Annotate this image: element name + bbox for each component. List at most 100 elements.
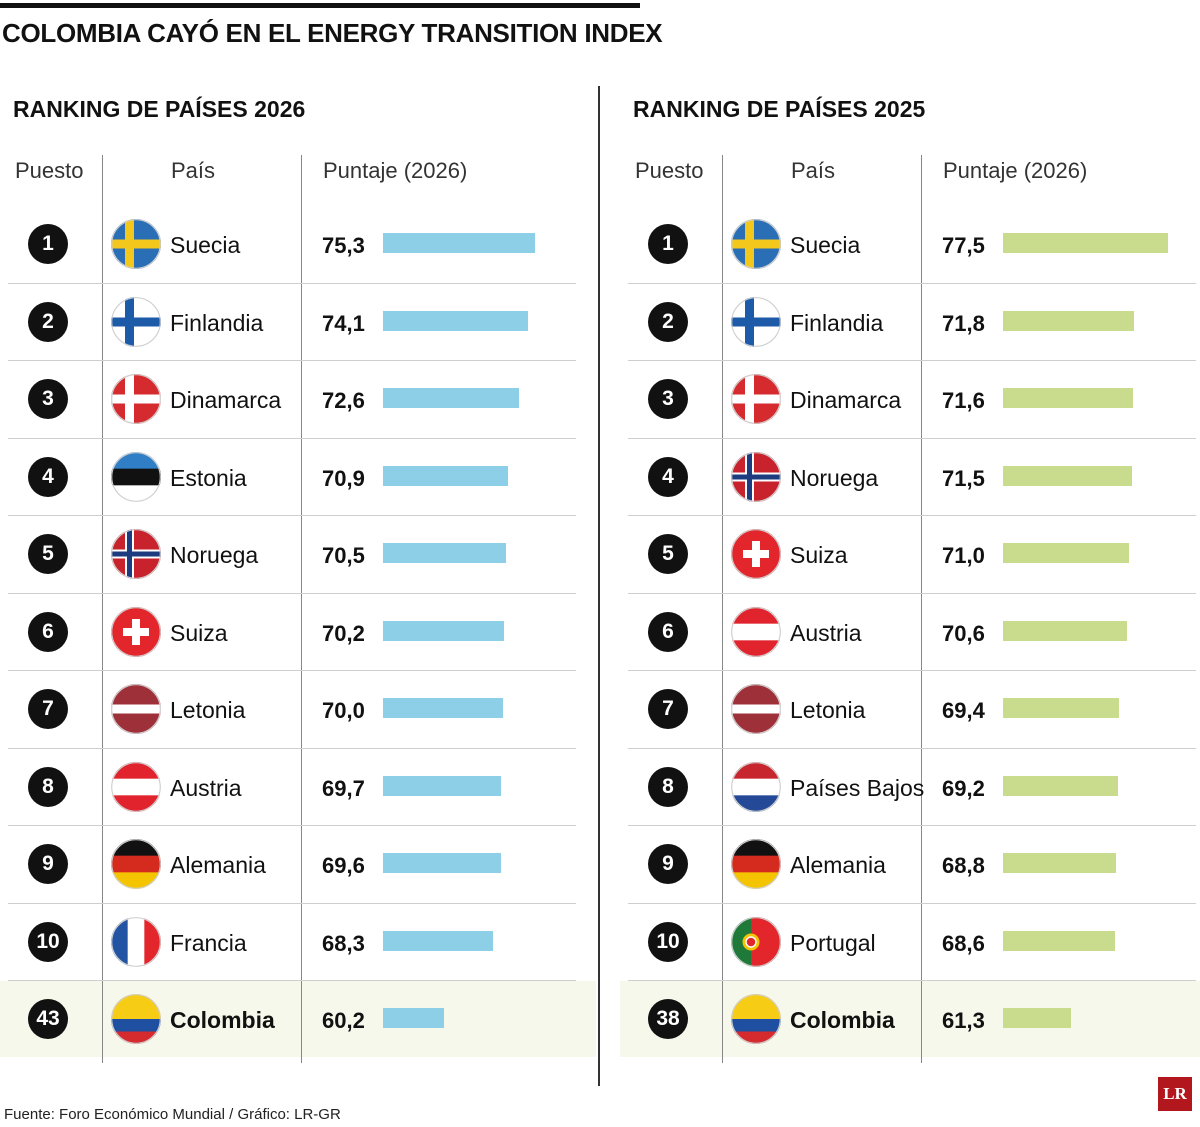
source-note: Fuente: Foro Económico Mundial / Gráfico… xyxy=(4,1106,341,1123)
austria-flag-icon xyxy=(111,761,161,812)
row-separator xyxy=(628,360,1196,361)
country-name: Portugal xyxy=(790,929,876,956)
column-divider xyxy=(102,155,103,1063)
title-rule xyxy=(0,3,640,8)
score-bar xyxy=(383,388,519,408)
germany-flag-icon xyxy=(731,839,781,889)
table-row: 6 Austria 70,6 xyxy=(620,593,1200,671)
score-label: 74,1 xyxy=(322,310,365,336)
table-row: 6 Suiza 70,2 xyxy=(0,593,600,671)
latvia-flag-icon xyxy=(731,684,781,734)
page-title: COLOMBIA CAYÓ EN EL ENERGY TRANSITION IN… xyxy=(2,18,663,48)
table-row: 2 Finlandia 74,1 xyxy=(0,283,600,361)
score-bar xyxy=(1003,543,1129,563)
score-label: 71,5 xyxy=(942,465,985,491)
score-bar xyxy=(383,620,505,641)
score-label: 75,3 xyxy=(322,233,365,258)
country-name: Finlandia xyxy=(790,309,884,336)
rank-badge: 10 xyxy=(28,921,68,962)
score-bar xyxy=(1003,310,1134,331)
score-label: 71,8 xyxy=(942,310,985,336)
rank-column-header: Puesto xyxy=(15,158,84,183)
rank-badge: 4 xyxy=(648,456,688,497)
table-row: 9 Alemania 69,6 xyxy=(0,825,600,903)
country-name: Colombia xyxy=(170,1007,275,1033)
column-divider xyxy=(722,155,723,1063)
latvia-flag-icon xyxy=(111,684,161,734)
score-label: 71,0 xyxy=(942,543,985,568)
row-separator xyxy=(628,825,1196,826)
score-label: 69,4 xyxy=(942,698,985,723)
rank-badge: 9 xyxy=(648,844,688,884)
rank-badge: 9 xyxy=(28,844,68,884)
row-separator xyxy=(628,747,1196,749)
table-row: 9 Alemania 68,8 xyxy=(620,825,1200,903)
score-label: 69,7 xyxy=(322,775,365,801)
score-column-header: Puntaje (2026) xyxy=(323,158,468,183)
rank-badge: 6 xyxy=(28,611,68,652)
score-label: 70,6 xyxy=(942,620,985,646)
portugal-flag-icon xyxy=(731,916,781,967)
table-row: 7 Letonia 70,0 xyxy=(0,670,600,748)
norway-flag-icon xyxy=(111,529,161,579)
country-name: Suecia xyxy=(170,232,241,258)
ranking-2026-panel: RANKING DE PAÍSES 2026 Puesto País Punta… xyxy=(0,0,600,1080)
country-name: Alemania xyxy=(170,852,266,878)
table-row: 4 Estonia 70,9 xyxy=(0,438,600,516)
table-row: 1 Suecia 75,3 xyxy=(0,205,600,283)
panel-divider xyxy=(598,86,600,1086)
rank-badge: 3 xyxy=(648,379,688,419)
table-row: 8 Países Bajos 69,2 xyxy=(620,748,1200,826)
row-separator xyxy=(8,437,576,439)
rank-badge: 5 xyxy=(648,534,688,574)
rank-badge: 2 xyxy=(28,301,68,342)
country-name: Noruega xyxy=(170,542,259,568)
row-separator xyxy=(8,980,576,981)
country-name: Suiza xyxy=(170,619,228,646)
norway-flag-icon xyxy=(731,451,781,502)
rank-badge: 2 xyxy=(648,301,688,342)
score-bar xyxy=(383,543,506,563)
row-separator xyxy=(8,282,576,284)
austria-flag-icon xyxy=(731,606,781,657)
row-separator xyxy=(628,515,1196,516)
table-row: 1 Suecia 77,5 xyxy=(620,205,1200,283)
score-label: 69,2 xyxy=(942,775,985,801)
finland-flag-icon xyxy=(731,296,781,347)
table-row: 2 Finlandia 71,8 xyxy=(620,283,1200,361)
score-bar xyxy=(383,465,509,486)
row-separator xyxy=(8,670,576,671)
country-name: Noruega xyxy=(790,464,879,491)
rank-badge: 10 xyxy=(648,921,688,962)
table-row: 5 Suiza 71,0 xyxy=(620,515,1200,593)
row-separator xyxy=(628,902,1196,904)
sweden-flag-icon xyxy=(111,219,161,269)
score-label: 70,5 xyxy=(322,543,365,568)
score-bar xyxy=(383,233,535,253)
highlight-row-background xyxy=(0,981,596,1057)
ranking-2025-panel: RANKING DE PAÍSES 2025 Puesto País Punta… xyxy=(620,0,1200,1080)
switzerland-flag-icon xyxy=(731,529,781,579)
table-row: 43 Colombia 60,2 xyxy=(0,980,600,1058)
column-divider xyxy=(301,155,302,1063)
row-separator xyxy=(628,980,1196,981)
row-separator xyxy=(8,825,576,826)
row-separator xyxy=(628,282,1196,284)
denmark-flag-icon xyxy=(731,374,781,424)
score-bar xyxy=(1003,698,1120,718)
table-row: 7 Letonia 69,4 xyxy=(620,670,1200,748)
score-label: 61,3 xyxy=(942,1008,985,1033)
score-label: 68,3 xyxy=(322,930,365,956)
rank-badge: 8 xyxy=(648,766,688,807)
score-label: 72,6 xyxy=(322,388,365,413)
germany-flag-icon xyxy=(111,839,161,889)
rank-badge: 4 xyxy=(28,456,68,497)
country-name: Colombia xyxy=(790,1007,895,1033)
score-column-header: Puntaje (2026) xyxy=(943,158,1088,183)
table-row: 3 Dinamarca 72,6 xyxy=(0,360,600,438)
ranking-2025-title: RANKING DE PAÍSES 2025 xyxy=(633,96,926,122)
column-divider xyxy=(921,155,922,1063)
score-bar xyxy=(1003,853,1116,873)
score-label: 70,9 xyxy=(322,465,365,491)
score-bar xyxy=(1003,233,1168,253)
